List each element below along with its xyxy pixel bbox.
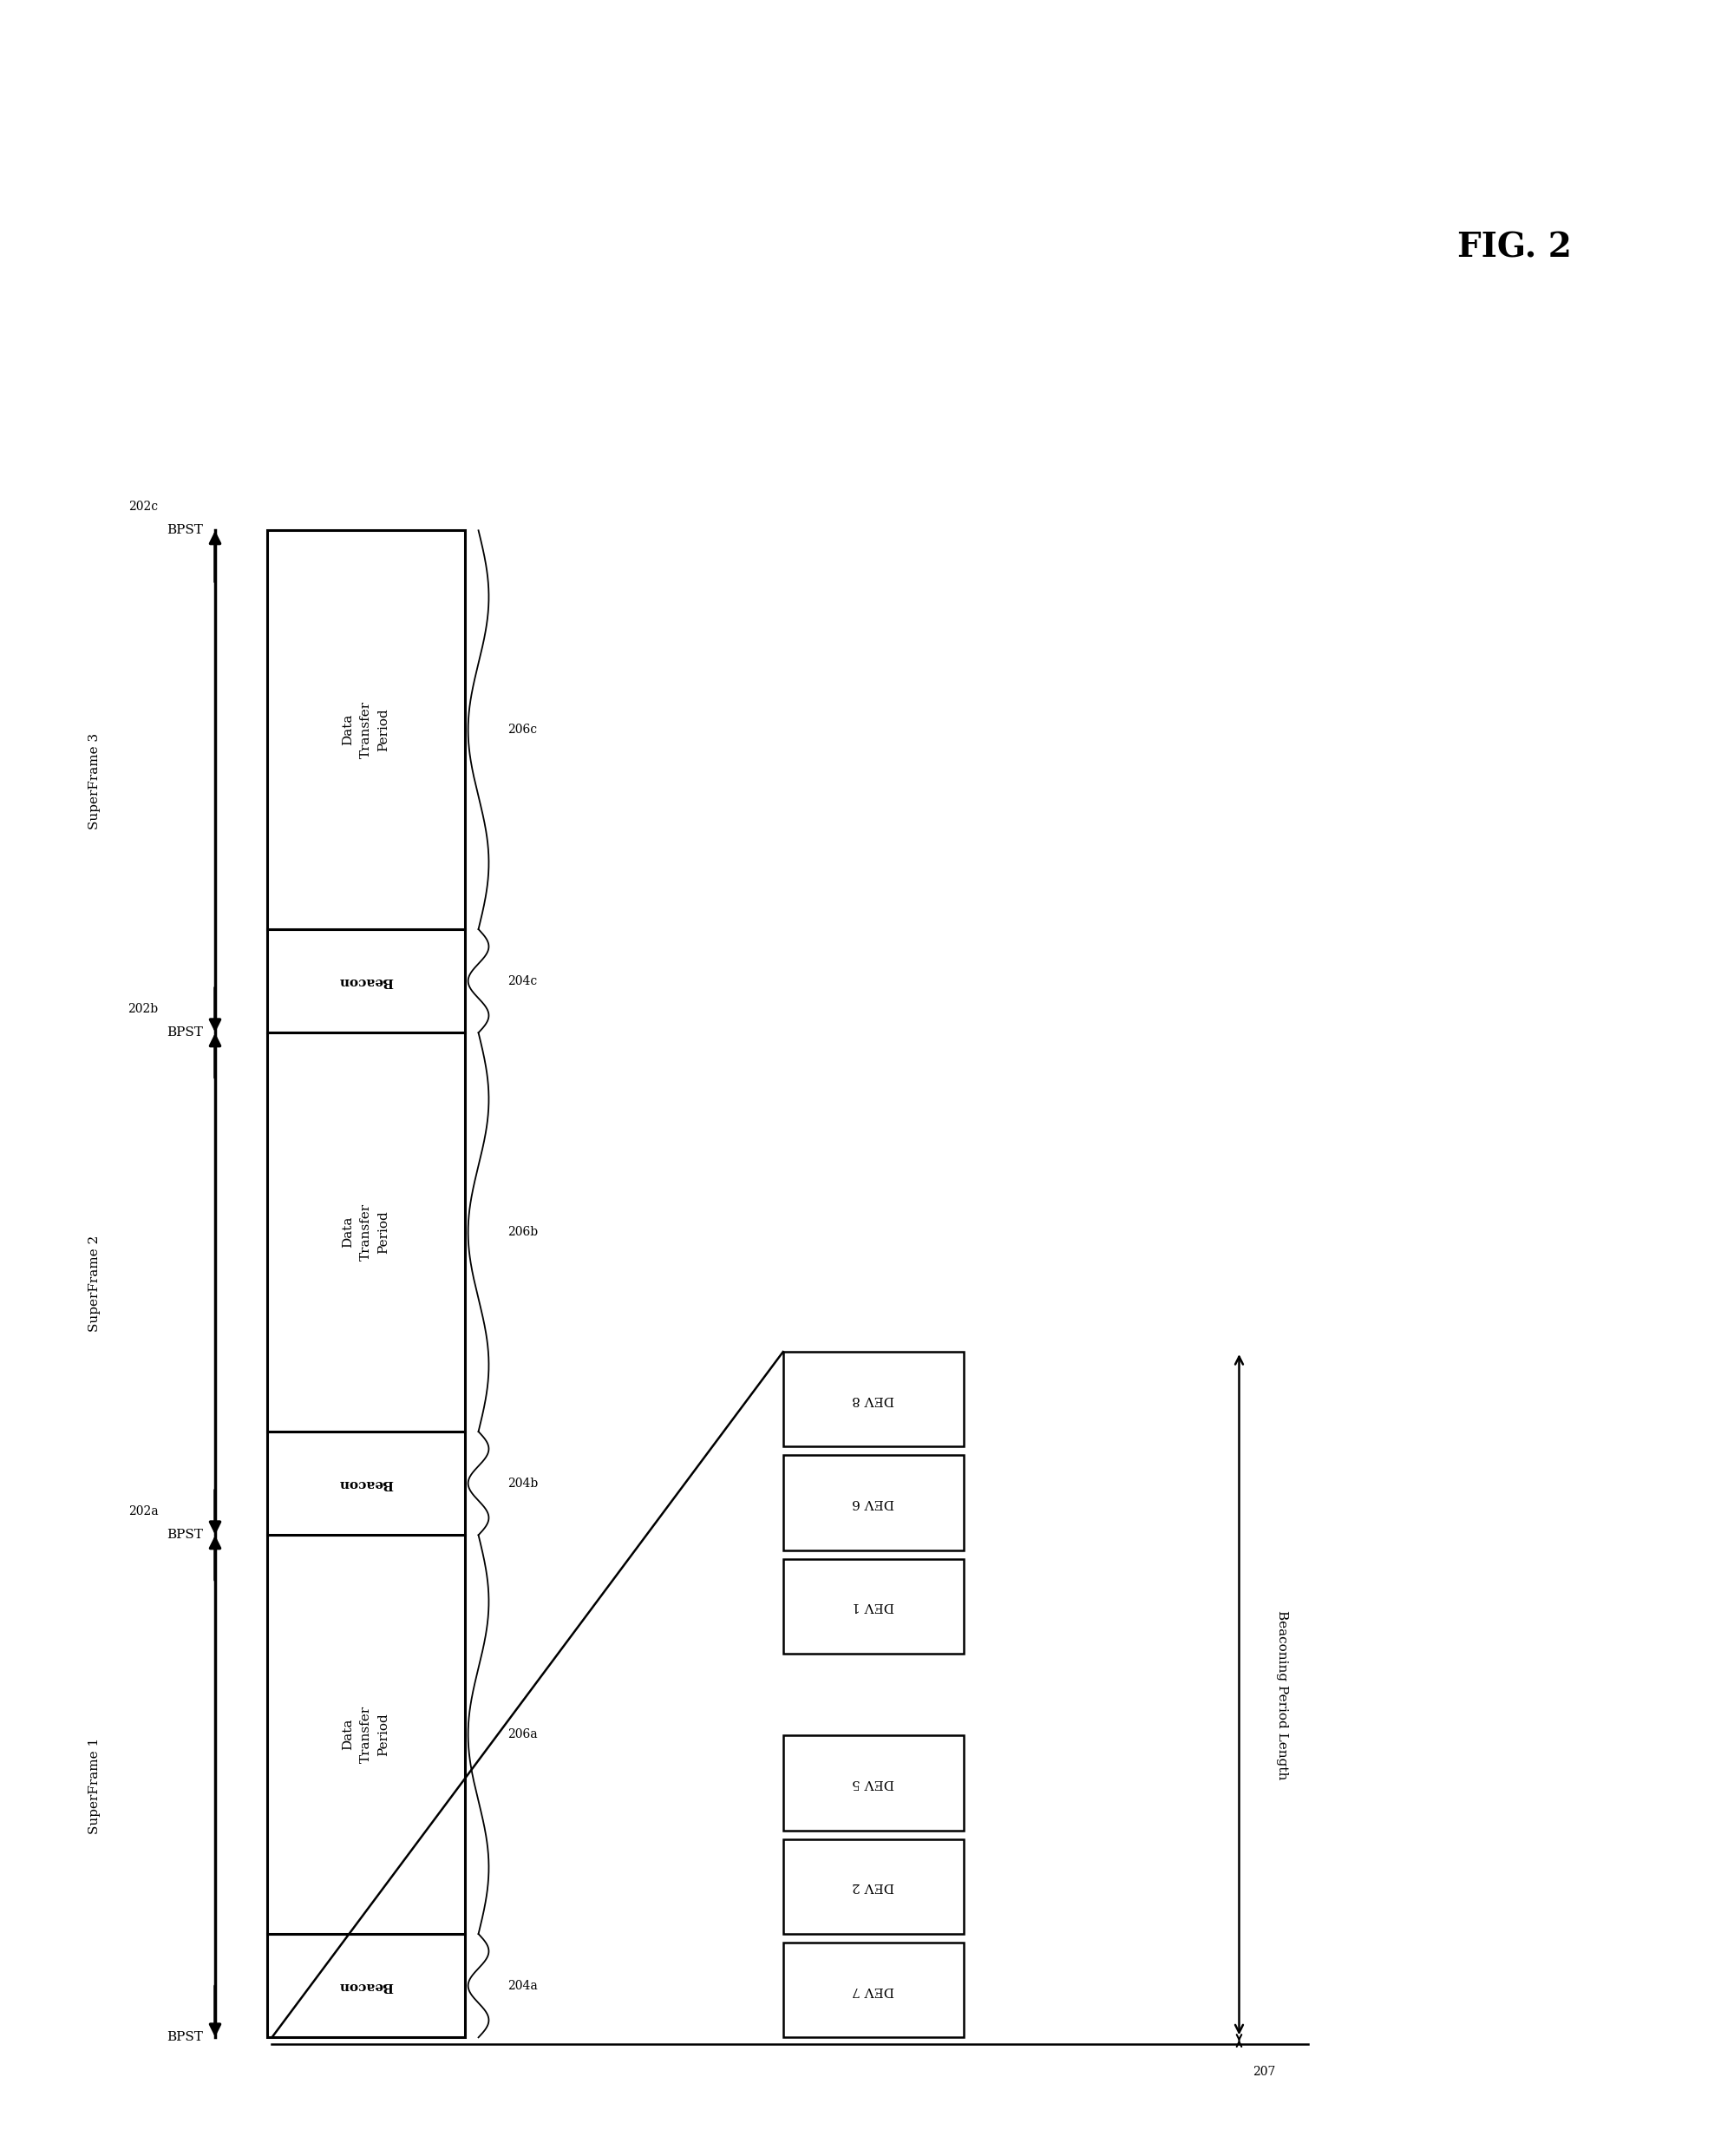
Text: DEV 6: DEV 6	[852, 1496, 895, 1509]
Text: Data
Transfer
Period: Data Transfer Period	[342, 1203, 389, 1261]
FancyBboxPatch shape	[267, 929, 465, 1033]
Text: BPST: BPST	[167, 524, 203, 537]
Text: SuperFrame 2: SuperFrame 2	[88, 1235, 102, 1332]
Text: DEV 8: DEV 8	[852, 1393, 895, 1406]
Text: Data
Transfer
Period: Data Transfer Period	[342, 1705, 389, 1764]
Text: 202b: 202b	[127, 1003, 158, 1015]
FancyBboxPatch shape	[783, 1455, 964, 1550]
Text: 204b: 204b	[508, 1477, 539, 1490]
FancyBboxPatch shape	[267, 530, 465, 929]
FancyBboxPatch shape	[783, 1943, 964, 2037]
FancyBboxPatch shape	[783, 1559, 964, 1654]
Text: 206a: 206a	[508, 1729, 537, 1740]
Text: DEV 5: DEV 5	[852, 1777, 895, 1789]
FancyBboxPatch shape	[267, 1033, 465, 1432]
Text: BPST: BPST	[167, 1026, 203, 1039]
Text: DEV 7: DEV 7	[852, 1984, 895, 1996]
Text: 202c: 202c	[129, 500, 158, 513]
Text: SuperFrame 1: SuperFrame 1	[88, 1738, 102, 1835]
Text: Beacon: Beacon	[339, 1477, 392, 1490]
FancyBboxPatch shape	[783, 1352, 964, 1447]
Text: Data
Transfer
Period: Data Transfer Period	[342, 701, 389, 759]
Text: 206b: 206b	[508, 1227, 539, 1238]
FancyBboxPatch shape	[783, 1736, 964, 1830]
Text: 207: 207	[1253, 2065, 1275, 2078]
FancyBboxPatch shape	[267, 1934, 465, 2037]
Text: 204a: 204a	[508, 1979, 539, 1992]
Text: 206c: 206c	[508, 724, 537, 735]
Text: 202a: 202a	[129, 1505, 158, 1518]
Text: FIG. 2: FIG. 2	[1458, 231, 1571, 265]
FancyBboxPatch shape	[267, 1432, 465, 1535]
Text: BPST: BPST	[167, 1529, 203, 1542]
Text: Beacon: Beacon	[339, 975, 392, 987]
Text: Beaconing Period Length: Beaconing Period Length	[1275, 1611, 1289, 1779]
Text: DEV 1: DEV 1	[852, 1600, 895, 1613]
FancyBboxPatch shape	[783, 1839, 964, 1934]
Text: 204c: 204c	[508, 975, 537, 987]
Text: DEV 2: DEV 2	[852, 1880, 895, 1893]
Text: Beacon: Beacon	[339, 1979, 392, 1992]
FancyBboxPatch shape	[267, 1535, 465, 1934]
Text: SuperFrame 3: SuperFrame 3	[88, 733, 102, 830]
Text: BPST: BPST	[167, 2031, 203, 2044]
